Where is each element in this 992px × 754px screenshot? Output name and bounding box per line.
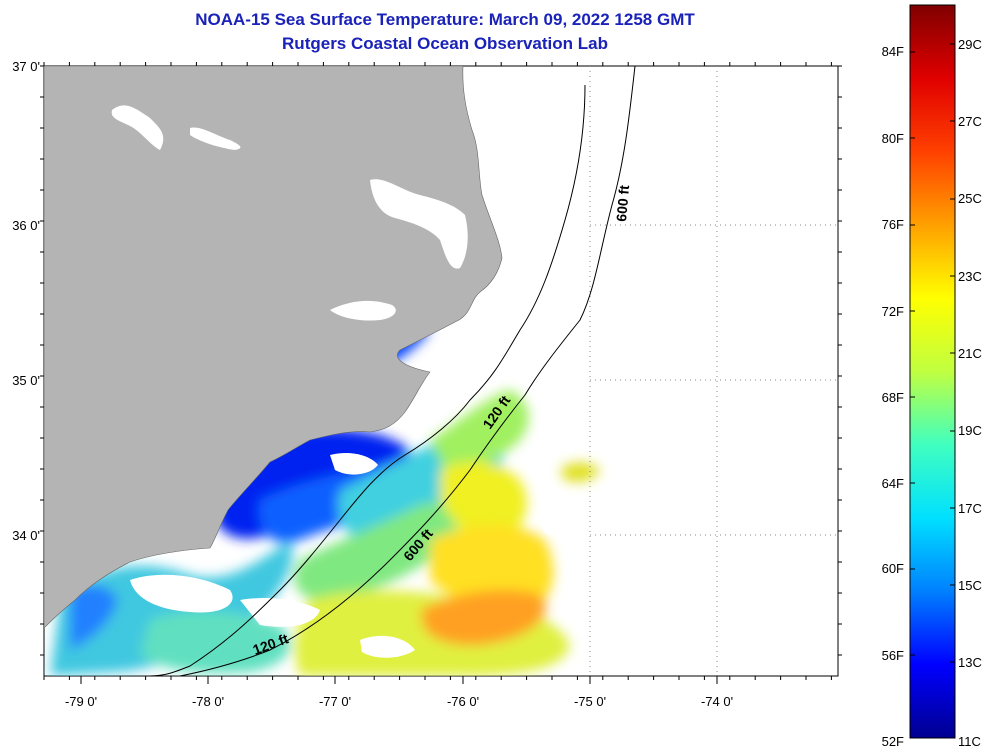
colorbar-c-label: 15C xyxy=(958,578,982,593)
colorbar-fahrenheit-labels: 84F 80F 76F 72F 68F 64F 60F 56F 52F xyxy=(882,44,904,749)
lat-label-37: 37 0' xyxy=(12,59,40,74)
sound-water xyxy=(111,105,468,321)
colorbar-celsius-labels: 29C 27C 25C 23C 21C 19C 17C 15C 13C 11C xyxy=(958,37,982,749)
lat-label-34: 34 0' xyxy=(12,528,40,543)
lon-label-79: -79 0' xyxy=(65,694,97,709)
longitude-labels: -79 0' -78 0' -77 0' -76 0' -75 0' -74 0… xyxy=(65,694,733,709)
colorbar-f-label: 84F xyxy=(882,44,904,59)
cloud-mask xyxy=(130,453,559,658)
lon-label-74: -74 0' xyxy=(701,694,733,709)
lon-label-75: -75 0' xyxy=(574,694,606,709)
colorbar-f-label: 68F xyxy=(882,390,904,405)
colorbar-c-label: 25C xyxy=(958,191,982,206)
colorbar-c-label: 17C xyxy=(958,501,982,516)
colorbar-f-label: 60F xyxy=(882,561,904,576)
colorbar-c-label: 23C xyxy=(958,269,982,284)
map-grid xyxy=(589,66,838,676)
colorbar-f-label: 80F xyxy=(882,131,904,146)
axis-ticks xyxy=(40,62,842,684)
colorbar-f-label: 64F xyxy=(882,476,904,491)
lat-label-35: 35 0' xyxy=(12,373,40,388)
contour-label-600ft-north: 600 ft xyxy=(613,184,632,222)
colorbar-c-label: 11C xyxy=(958,734,981,749)
colorbar-f-label: 72F xyxy=(882,304,904,319)
colorbar-c-label: 27C xyxy=(958,114,982,129)
lon-label-77: -77 0' xyxy=(319,694,351,709)
colorbar-f-label: 76F xyxy=(882,217,904,232)
colorbar xyxy=(909,4,956,739)
colorbar-c-label: 29C xyxy=(958,37,982,52)
colorbar-c-label: 19C xyxy=(958,423,982,438)
map-subtitle: Rutgers Coastal Ocean Observation Lab xyxy=(282,34,608,53)
colorbar-f-label: 52F xyxy=(882,734,904,749)
colorbar-c-label: 21C xyxy=(958,346,982,361)
lat-label-36: 36 0' xyxy=(12,218,40,233)
colorbar-c-label: 13C xyxy=(958,655,982,670)
map-title: NOAA-15 Sea Surface Temperature: March 0… xyxy=(195,10,695,29)
lon-label-78: -78 0' xyxy=(192,694,224,709)
colorbar-f-label: 56F xyxy=(882,648,904,663)
latitude-labels: 37 0' 36 0' 35 0' 34 0' xyxy=(12,59,40,543)
bathymetry-contours xyxy=(149,66,636,676)
colorbar-ticks xyxy=(910,43,955,663)
lon-label-76: -76 0' xyxy=(447,694,479,709)
